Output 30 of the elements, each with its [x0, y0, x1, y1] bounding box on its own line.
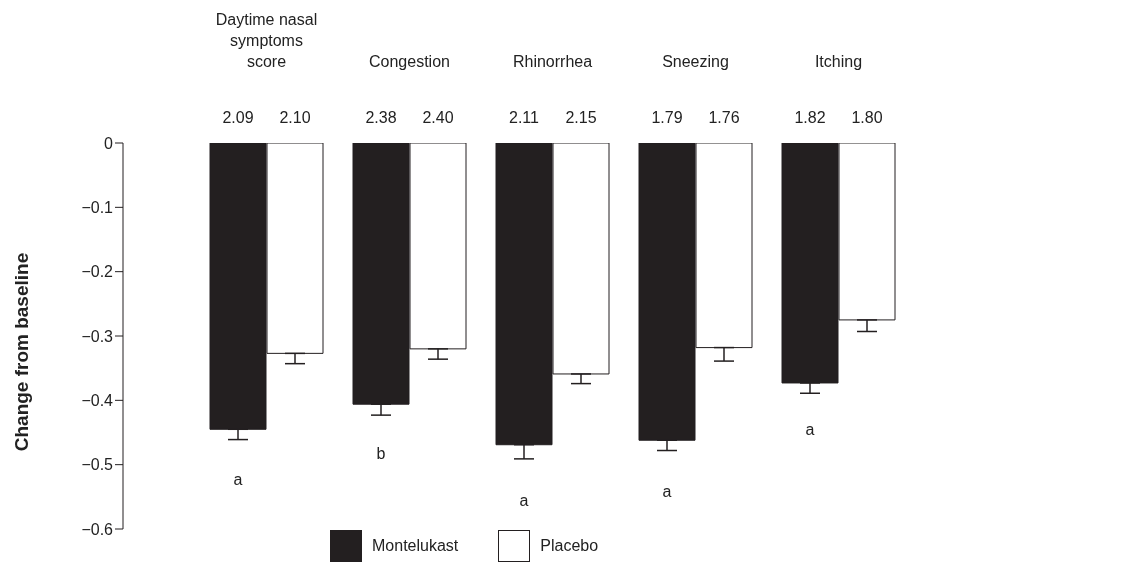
- text: 2.15: [565, 109, 597, 126]
- text: 2.09: [222, 109, 254, 126]
- y-axis-title: Change from baseline: [11, 252, 32, 452]
- y-tick-label: 0: [104, 134, 114, 152]
- text: 2.11: [509, 109, 540, 126]
- y-tick-label: −0.1: [81, 199, 114, 217]
- text: 1.80: [851, 109, 883, 126]
- text: 1.76: [708, 109, 740, 126]
- annotation: a: [805, 421, 815, 439]
- text: 2.40: [422, 109, 454, 126]
- x-tick-label: Rhinorrhea: [512, 53, 593, 70]
- annotation: b: [376, 444, 386, 462]
- x-tick-label: Sneezing: [662, 53, 729, 70]
- text: 1.82: [794, 109, 826, 126]
- text: 1.79: [651, 109, 683, 126]
- x-tick-label: Itching: [814, 53, 863, 70]
- text: 2.10: [279, 109, 311, 126]
- legend-label: Placebo: [540, 537, 599, 555]
- x-tick-label: Congestion: [369, 53, 450, 70]
- y-tick-label: −0.6: [81, 520, 114, 538]
- annotation: a: [519, 492, 529, 510]
- legend-label: Montelukast: [372, 537, 459, 555]
- annotation: a: [662, 483, 672, 501]
- y-tick-label: −0.5: [81, 456, 114, 474]
- annotation: a: [233, 471, 243, 489]
- y-tick-label: −0.4: [81, 392, 114, 410]
- x-tick-label: Daytime nasal symptoms score: [215, 11, 318, 70]
- y-tick-label: −0.2: [81, 263, 114, 281]
- y-tick-label: −0.3: [81, 327, 114, 345]
- text: 2.38: [365, 109, 397, 126]
